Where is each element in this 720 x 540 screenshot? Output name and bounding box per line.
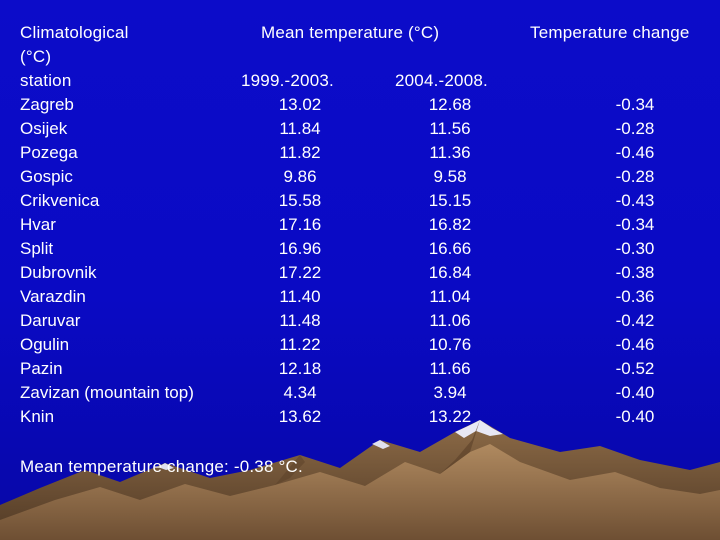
change-value: -0.46 (615, 335, 655, 354)
mountain-range-front (0, 444, 720, 540)
station-name: Split (20, 239, 54, 258)
change-value: -0.28 (615, 119, 655, 138)
period-2-value: 11.66 (429, 359, 471, 378)
period-1-value: 4.34 (283, 383, 317, 402)
station-name: Pozega (20, 143, 78, 162)
station-name: Daruvar (20, 311, 81, 330)
change-value: -0.36 (615, 287, 655, 306)
period-1-value: 16.96 (278, 239, 322, 258)
change-value: -0.42 (615, 311, 655, 330)
table-row: Zavizan (mountain top) 4.34 3.94 -0.40 (0, 381, 720, 405)
period-2-value: 11.06 (429, 311, 471, 330)
change-value: -0.46 (615, 143, 655, 162)
snow-cap (455, 420, 503, 438)
table-row: Gospic 9.86 9.58 -0.28 (0, 165, 720, 189)
period-1-value: 13.62 (278, 407, 322, 426)
station-name: Zavizan (mountain top) (20, 383, 194, 402)
period-1-value: 13.02 (278, 95, 322, 114)
table-row: Pozega 11.82 11.36 -0.46 (0, 141, 720, 165)
table-row: Ogulin 11.22 10.76 -0.46 (0, 333, 720, 357)
period-2-value: 11.04 (429, 287, 471, 306)
station-column-header-line2: station (20, 71, 72, 90)
table-row: Crikvenica 15.58 15.15 -0.43 (0, 189, 720, 213)
station-name: Hvar (20, 215, 56, 234)
period-2-value: 15.15 (428, 191, 472, 210)
station-name: Dubrovnik (20, 263, 97, 282)
station-name: Crikvenica (20, 191, 100, 210)
period-2-value: 10.76 (428, 335, 472, 354)
period-2-value: 9.58 (433, 167, 467, 186)
period-1-value: 11.82 (279, 143, 321, 162)
station-name: Varazdin (20, 287, 86, 306)
table-row: Daruvar 11.48 11.06 -0.42 (0, 309, 720, 333)
table-row: Split 16.96 16.66 -0.30 (0, 237, 720, 261)
period-1-value: 11.48 (279, 311, 321, 330)
station-name: Knin (20, 407, 55, 426)
period-1-value: 11.22 (279, 335, 321, 354)
table-row: Dubrovnik 17.22 16.84 -0.38 (0, 261, 720, 285)
station-name: Pazin (20, 359, 63, 378)
ridge-shadow (275, 455, 305, 485)
summary-text: Mean temperature change: -0.38 °C. (20, 457, 303, 476)
snow-cap (372, 440, 390, 449)
change-value: -0.52 (615, 359, 655, 378)
period-2-header: 2004.-2008. (395, 71, 488, 90)
table-row: Osijek 11.84 11.56 -0.28 (0, 117, 720, 141)
period-2-value: 16.66 (428, 239, 472, 258)
unit-label: (°C) (20, 47, 52, 66)
period-2-value: 16.82 (428, 215, 472, 234)
period-1-value: 17.22 (278, 263, 322, 282)
period-1-value: 11.40 (279, 287, 321, 306)
table-row: Pazin 12.18 11.66 -0.52 (0, 357, 720, 381)
table-row: Varazdin 11.40 11.04 -0.36 (0, 285, 720, 309)
station-name: Ogulin (20, 335, 70, 354)
change-value: -0.40 (615, 383, 655, 402)
change-value: -0.30 (615, 239, 655, 258)
period-1-value: 15.58 (278, 191, 322, 210)
change-value: -0.40 (615, 407, 655, 426)
change-value: -0.38 (615, 263, 655, 282)
station-name: Osijek (20, 119, 68, 138)
period-1-header: 1999.-2003. (241, 71, 334, 90)
table-row: Zagreb 13.02 12.68 -0.34 (0, 93, 720, 117)
temperature-change-header: Temperature change (530, 23, 690, 42)
change-value: -0.34 (615, 95, 655, 114)
period-2-value: 11.36 (429, 143, 471, 162)
period-1-value: 9.86 (283, 167, 317, 186)
mean-temperature-header: Mean temperature (°C) (261, 23, 440, 42)
change-value: -0.28 (615, 167, 655, 186)
period-2-value: 12.68 (428, 95, 472, 114)
change-value: -0.43 (615, 191, 655, 210)
station-name: Gospic (20, 167, 73, 186)
change-value: -0.34 (615, 215, 655, 234)
snow-cap (158, 463, 174, 470)
period-1-value: 12.18 (278, 359, 322, 378)
period-1-value: 17.16 (278, 215, 322, 234)
period-2-value: 16.84 (428, 263, 472, 282)
station-column-header: Climatological (20, 23, 129, 42)
table-row: Knin 13.62 13.22 -0.40 (0, 405, 720, 429)
period-2-value: 3.94 (433, 383, 467, 402)
period-1-value: 11.84 (279, 119, 321, 138)
period-2-value: 13.22 (428, 407, 472, 426)
table-row: Hvar 17.16 16.82 -0.34 (0, 213, 720, 237)
period-2-value: 11.56 (429, 119, 471, 138)
station-name: Zagreb (20, 95, 74, 114)
